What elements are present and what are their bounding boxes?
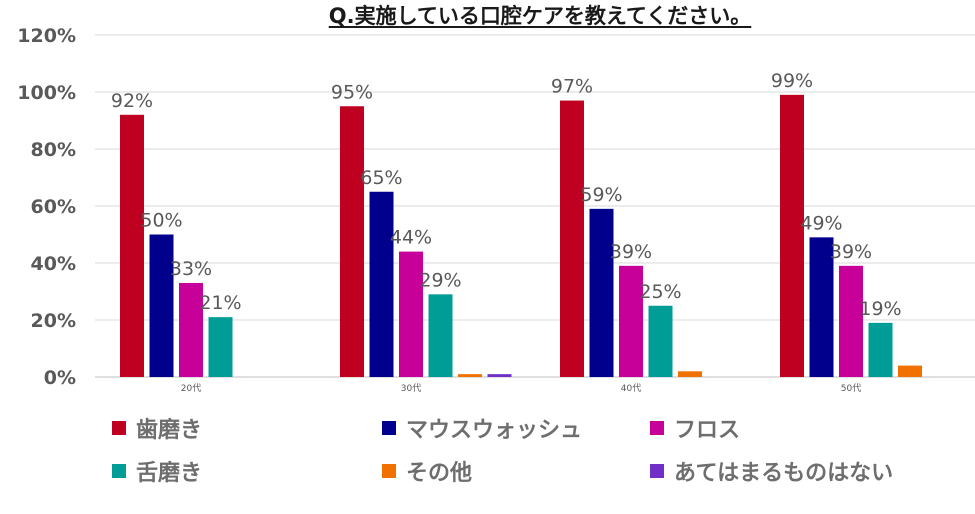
- data-label: 95%: [331, 81, 373, 103]
- bar: [809, 237, 834, 377]
- data-label: 99%: [771, 70, 813, 92]
- y-tick-label: 120%: [17, 25, 76, 47]
- data-label: 39%: [830, 241, 872, 263]
- y-tick-label: 40%: [31, 253, 76, 275]
- bar: [149, 234, 174, 377]
- bar: [369, 191, 394, 377]
- data-label: 97%: [551, 76, 593, 98]
- bar: [589, 208, 614, 377]
- x-tick-label: 50代: [841, 383, 861, 394]
- data-label: 65%: [360, 167, 402, 189]
- bar: [648, 305, 673, 377]
- chart-title: Q.実施している口腔ケアを教えてください。: [328, 4, 752, 28]
- bar: [179, 282, 203, 377]
- bar: [120, 114, 144, 378]
- bar: [428, 294, 453, 377]
- bar: [458, 374, 482, 377]
- x-tick-label: 20代: [181, 383, 201, 394]
- data-label: 25%: [639, 281, 681, 303]
- x-tick-label: 30代: [401, 383, 421, 394]
- data-label: 59%: [580, 184, 622, 206]
- bar: [208, 317, 233, 377]
- data-label: 39%: [610, 241, 652, 263]
- x-tick-label: 40代: [621, 383, 641, 394]
- data-label: 33%: [170, 258, 212, 280]
- data-label: 29%: [419, 269, 461, 291]
- bar: [678, 371, 702, 377]
- data-label: 44%: [390, 227, 432, 249]
- bar: [868, 322, 893, 377]
- bar: [780, 94, 804, 377]
- data-label: 92%: [111, 90, 153, 112]
- y-tick-label: 80%: [31, 139, 76, 161]
- data-label: 49%: [800, 212, 842, 234]
- data-label: 19%: [859, 298, 901, 320]
- bar: [487, 374, 512, 377]
- bar: [399, 251, 423, 377]
- bar: [340, 106, 364, 377]
- data-label: 50%: [140, 210, 182, 232]
- y-tick-label: 0%: [44, 367, 76, 389]
- bar: [619, 265, 643, 377]
- bar: [839, 265, 863, 377]
- y-tick-label: 100%: [17, 82, 76, 104]
- bar: [898, 365, 922, 377]
- bar: [560, 100, 584, 378]
- y-tick-label: 20%: [31, 310, 76, 332]
- y-tick-label: 60%: [31, 196, 76, 218]
- data-label: 21%: [199, 292, 241, 314]
